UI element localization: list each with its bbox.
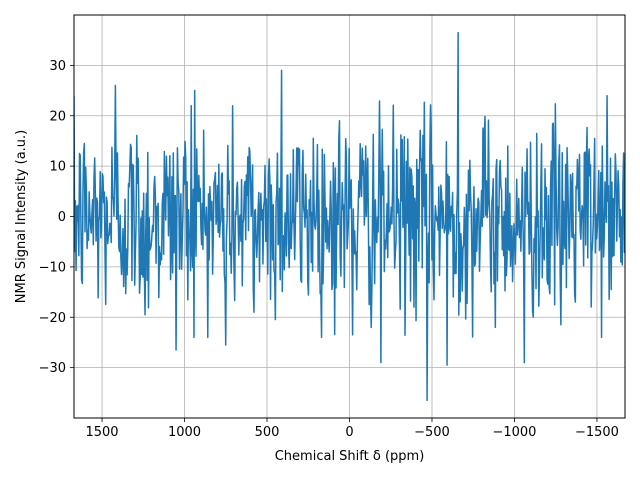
x-tick-label: 1000 bbox=[168, 425, 201, 440]
x-axis-label: Chemical Shift δ (ppm) bbox=[275, 449, 425, 464]
y-tick-label: −20 bbox=[39, 311, 66, 326]
plot-area bbox=[74, 31, 625, 402]
y-tick-label: 0 bbox=[58, 210, 66, 225]
ticks: 1500 1000 500 0 −500 −1000 −1500 30 20 10 0 −10 −20 −… bbox=[39, 59, 619, 440]
x-tick-label: −1500 bbox=[575, 425, 619, 440]
y-tick-label: −10 bbox=[39, 260, 66, 275]
y-tick-label: 20 bbox=[49, 109, 66, 124]
y-tick-label: −30 bbox=[39, 361, 66, 376]
x-tick-label: −500 bbox=[414, 425, 450, 440]
y-axis-label: NMR Signal Intensity (a.u.) bbox=[14, 130, 29, 304]
x-tick-label: 500 bbox=[255, 425, 280, 440]
y-tick-label: 10 bbox=[49, 160, 66, 175]
x-tick-label: 0 bbox=[345, 425, 353, 440]
spectrum-line bbox=[74, 31, 625, 402]
x-tick-label: −1000 bbox=[492, 425, 536, 440]
y-tick-label: 30 bbox=[49, 59, 66, 74]
x-tick-label: 1500 bbox=[85, 425, 118, 440]
